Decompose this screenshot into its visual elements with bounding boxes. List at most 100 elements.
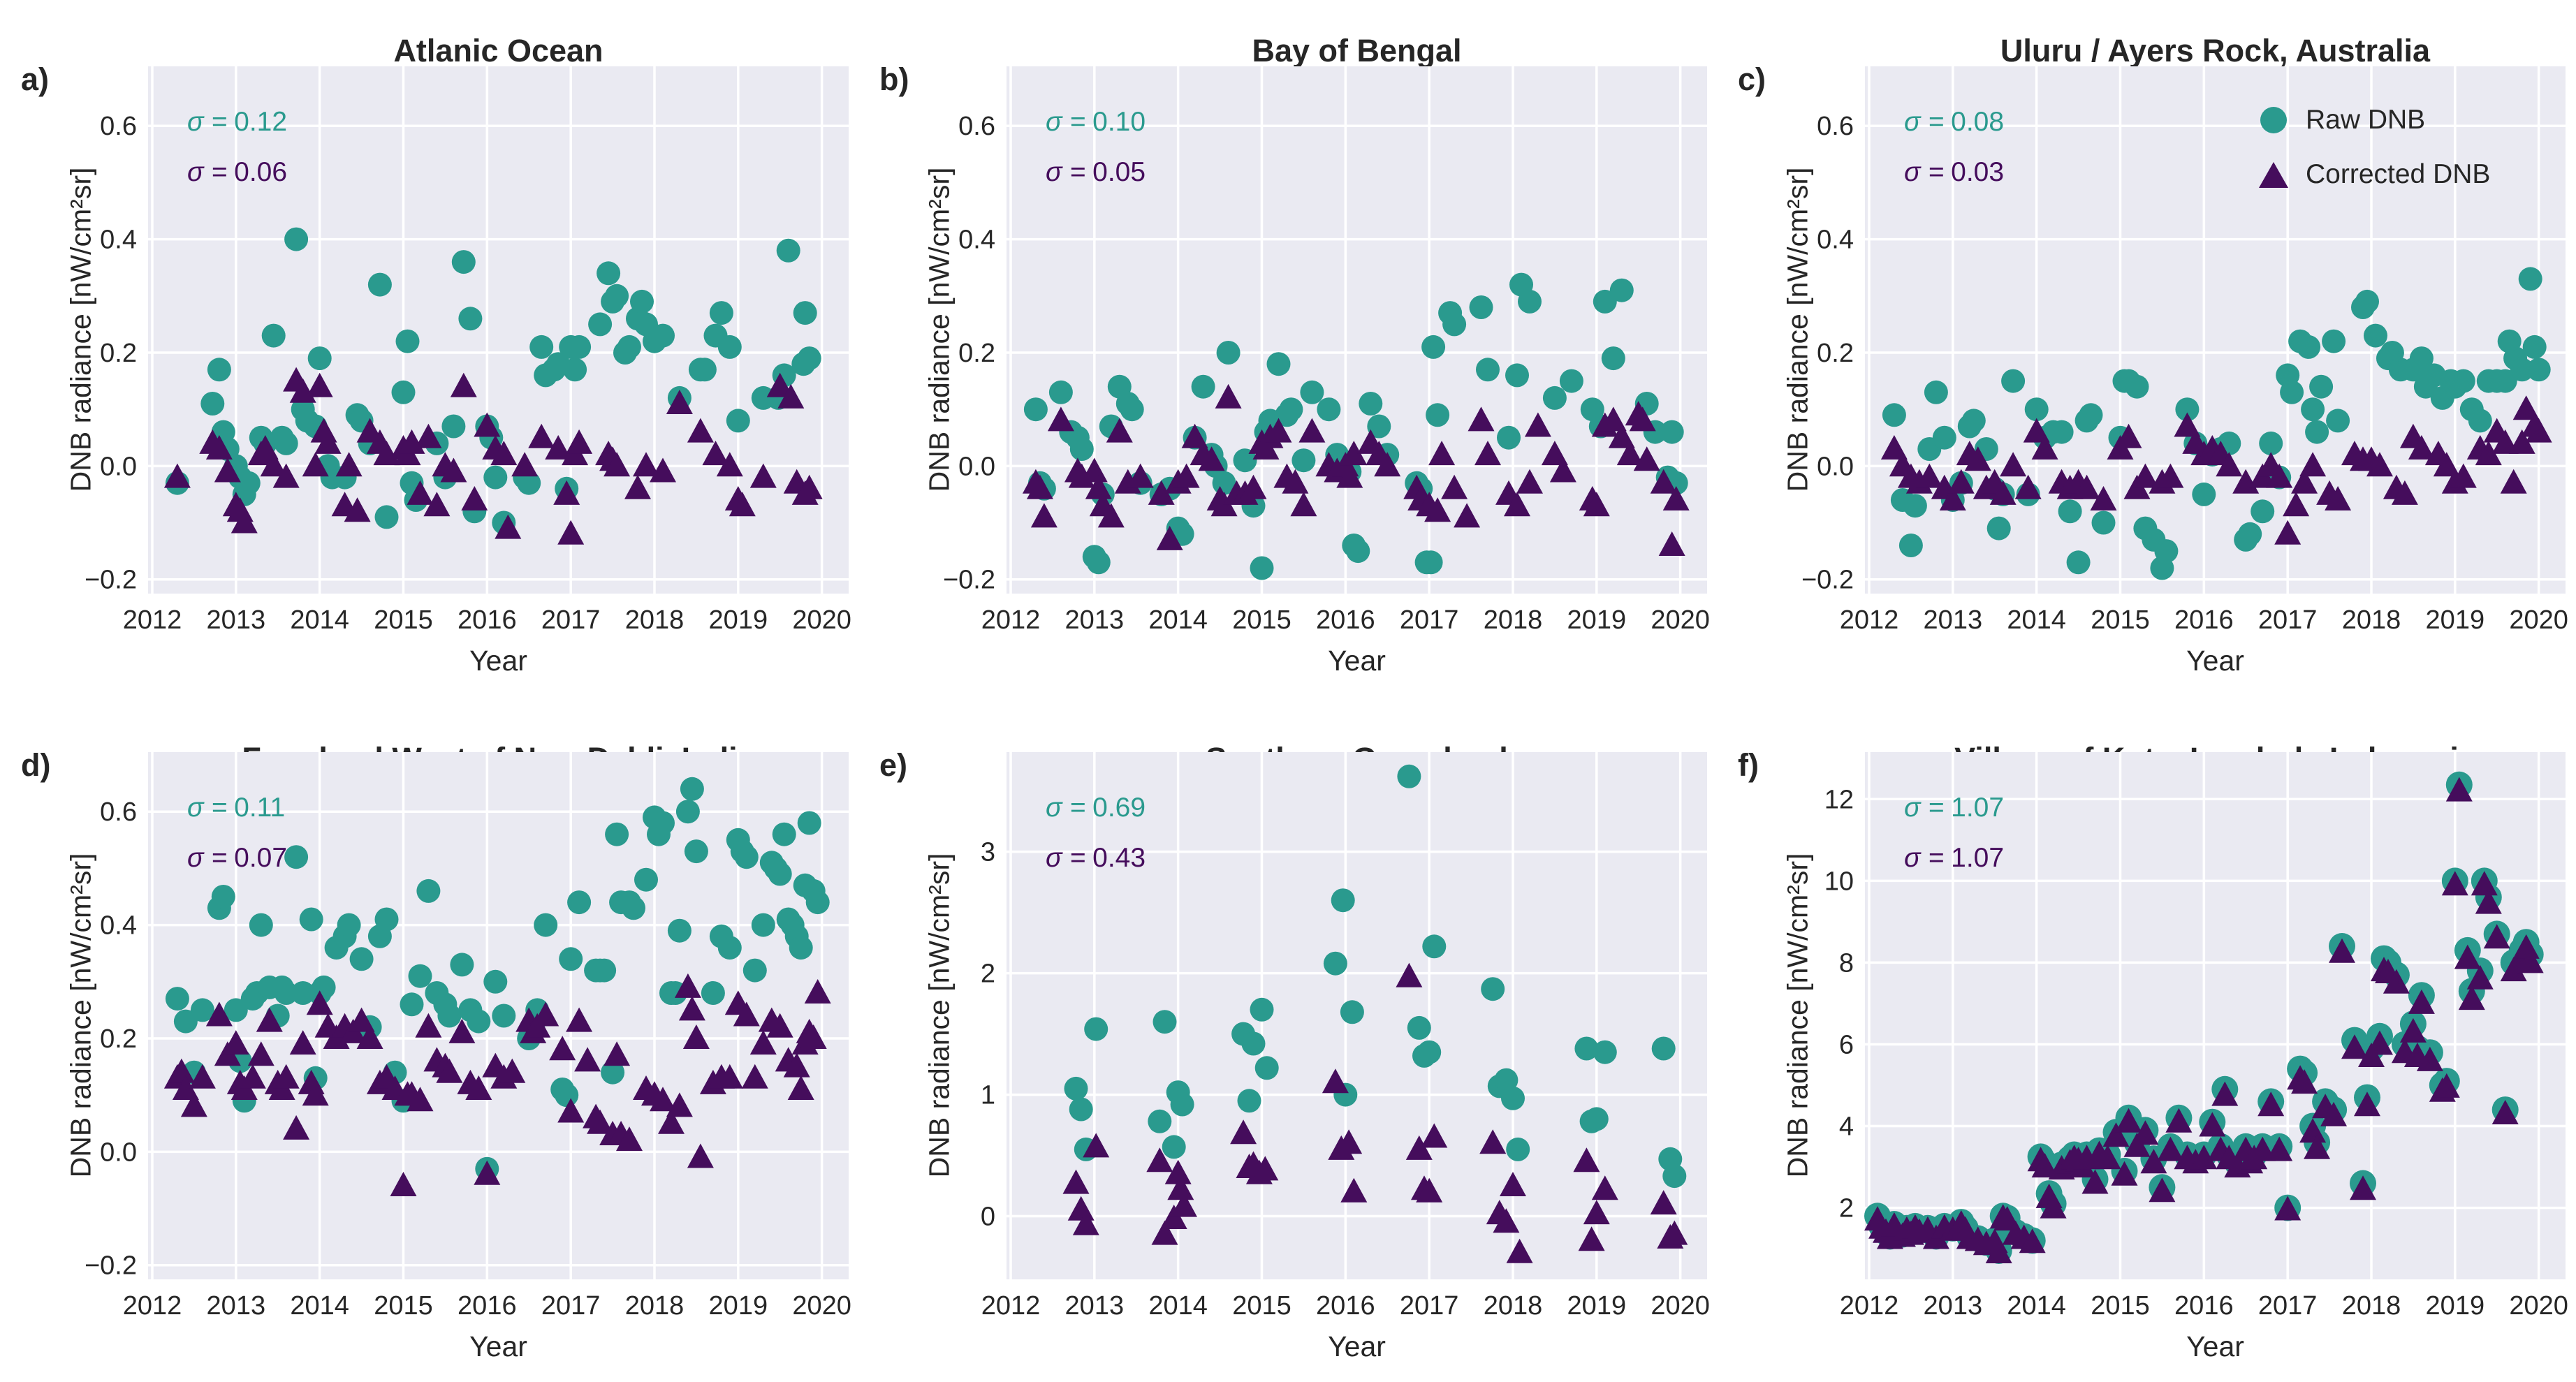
svg-text:2018: 2018 [1484,1291,1543,1321]
x-axis-label: Year [469,645,527,677]
svg-text:2017: 2017 [541,605,601,635]
panel-southern-greenland: e) Southern Greenland DNB radiance [nW/c… [858,691,1718,1382]
plot-area: 2012 2013 2014 2015 2016 2017 2018 2019 2020 −0.2… [943,66,1710,635]
scatter-chart: 2012 2013 2014 2015 2016 2017 2018 2019 2020 −0.2… [85,66,851,635]
svg-text:1: 1 [981,1081,995,1110]
svg-text:2018: 2018 [625,1291,685,1321]
panel-letter: f) [1738,747,1759,783]
scatter-chart: 2012 2013 2014 2015 2016 2017 2018 2019 2020 0 1 2 3 [981,752,1710,1321]
plot-area: 2012 2013 2014 2015 2016 2017 2018 2019 2020 2 4 6 8… [1824,752,2568,1321]
plot-area: 2012 2013 2014 2015 2016 2017 2018 2019 2020 0 1 2 3… [981,752,1710,1321]
svg-text:0.4: 0.4 [958,226,995,255]
svg-text:2013: 2013 [207,1291,266,1321]
y-axis-label: DNB radiance [nW/cm²sr] [64,853,97,1178]
svg-text:2015: 2015 [374,1291,433,1321]
svg-text:6: 6 [1839,1030,1854,1059]
panel-letter: a) [21,61,50,97]
panel-bay-of-bengal: b) Bay of Bengal DNB radiance [nW/cm²sr]… [858,0,1718,691]
sigma-raw-annotation: σ = 1.07 [1904,793,2005,823]
panel-atlantic-ocean: a) Atlanic Ocean DNB radiance [nW/cm²sr]… [0,0,859,691]
legend-item-corrected: Corrected DNB [2246,147,2490,202]
svg-text:2017: 2017 [2258,1291,2318,1321]
svg-text:2012: 2012 [981,605,1041,635]
svg-text:2: 2 [981,960,995,989]
y-axis-label: DNB radiance [nW/cm²sr] [923,167,956,492]
sigma-corrected-annotation: σ = 0.03 [1904,157,2005,187]
svg-text:2014: 2014 [2007,605,2066,635]
svg-text:8: 8 [1839,948,1854,978]
svg-text:0.2: 0.2 [958,339,995,368]
svg-text:2014: 2014 [290,605,349,635]
svg-text:2015: 2015 [1232,605,1291,635]
plot-area: 2012 2013 2014 2015 2016 2017 2018 2019 2020 −0.2… [1801,66,2568,635]
svg-text:2014: 2014 [290,1291,349,1321]
svg-text:2017: 2017 [541,1291,601,1321]
svg-text:0.6: 0.6 [1817,112,1854,141]
sigma-corrected-annotation: σ = 0.07 [187,843,288,873]
svg-text:0.2: 0.2 [100,1024,137,1054]
svg-text:0.4: 0.4 [100,226,137,255]
panel-title: Atlanic Ocean [393,33,603,69]
svg-text:2015: 2015 [374,605,433,635]
svg-text:2014: 2014 [1148,1291,1208,1321]
svg-text:2: 2 [1839,1194,1854,1223]
raw-dnb-circle-icon [2246,107,2301,133]
svg-text:0.0: 0.0 [100,1138,137,1167]
sigma-raw-annotation: σ = 0.69 [1046,793,1146,823]
sigma-corrected-annotation: σ = 0.05 [1046,157,1146,187]
svg-text:0.0: 0.0 [958,452,995,481]
svg-text:2020: 2020 [2509,1291,2568,1321]
scatter-chart: 2012 2013 2014 2015 2016 2017 2018 2019 2020 −0.2… [85,752,851,1321]
scatter-chart: 2012 2013 2014 2015 2016 2017 2018 2019 2020 −0.2… [943,66,1710,635]
svg-text:2019: 2019 [1567,1291,1627,1321]
svg-text:2013: 2013 [1065,1291,1125,1321]
scatter-chart: 2012 2013 2014 2015 2016 2017 2018 2019 2020 2 4 6 8… [1824,752,2568,1321]
svg-text:2020: 2020 [2509,605,2568,635]
svg-text:2012: 2012 [1840,1291,1899,1321]
svg-text:2017: 2017 [2258,605,2318,635]
x-axis-label: Year [2186,645,2244,677]
svg-text:2020: 2020 [1651,605,1710,635]
y-axis-label: DNB radiance [nW/cm²sr] [64,167,97,492]
svg-text:2019: 2019 [709,1291,768,1321]
panel-kuta-lombok: f) Village of Kuta, Lombok, Indonesia DN… [1717,691,2576,1382]
svg-text:2012: 2012 [1840,605,1899,635]
legend: Raw DNB Corrected DNB [2246,93,2490,202]
svg-text:2018: 2018 [2342,1291,2401,1321]
svg-text:−0.2: −0.2 [85,1251,137,1281]
x-axis-label: Year [2186,1330,2244,1362]
x-axis-label: Year [1328,645,1386,677]
panel-uluru-australia: c) Uluru / Ayers Rock, Australia DNB rad… [1717,0,2576,691]
svg-text:2016: 2016 [2174,605,2234,635]
svg-text:0.6: 0.6 [958,112,995,141]
panel-letter: e) [879,747,908,783]
svg-text:0.2: 0.2 [1817,339,1854,368]
svg-text:2015: 2015 [2091,1291,2150,1321]
svg-text:2019: 2019 [2426,1291,2485,1321]
y-axis-label: DNB radiance [nW/cm²sr] [1781,853,1814,1178]
plot-area: 2012 2013 2014 2015 2016 2017 2018 2019 2020 −0.2… [85,66,851,635]
svg-text:2013: 2013 [1065,605,1125,635]
svg-text:2019: 2019 [1567,605,1627,635]
svg-text:2012: 2012 [123,605,182,635]
sigma-raw-annotation: σ = 0.12 [187,107,288,137]
svg-text:3: 3 [981,838,995,867]
y-axis-label: DNB radiance [nW/cm²sr] [1781,167,1814,492]
svg-text:−0.2: −0.2 [1801,566,1854,595]
sigma-raw-annotation: σ = 0.11 [187,793,286,823]
svg-text:2019: 2019 [709,605,768,635]
svg-text:2018: 2018 [1484,605,1543,635]
svg-text:2014: 2014 [1148,605,1208,635]
svg-text:0.6: 0.6 [100,797,137,827]
svg-text:2020: 2020 [1651,1291,1710,1321]
svg-text:2013: 2013 [1924,1291,1983,1321]
svg-text:12: 12 [1824,785,1854,814]
svg-text:0.2: 0.2 [100,339,137,368]
legend-label: Raw DNB [2306,105,2426,135]
y-axis-label: DNB radiance [nW/cm²sr] [923,853,956,1178]
x-axis-label: Year [1328,1330,1386,1362]
scatter-chart: 2012 2013 2014 2015 2016 2017 2018 2019 2020 −0.2… [1801,66,2568,635]
svg-text:2017: 2017 [1400,605,1459,635]
svg-text:2012: 2012 [981,1291,1041,1321]
